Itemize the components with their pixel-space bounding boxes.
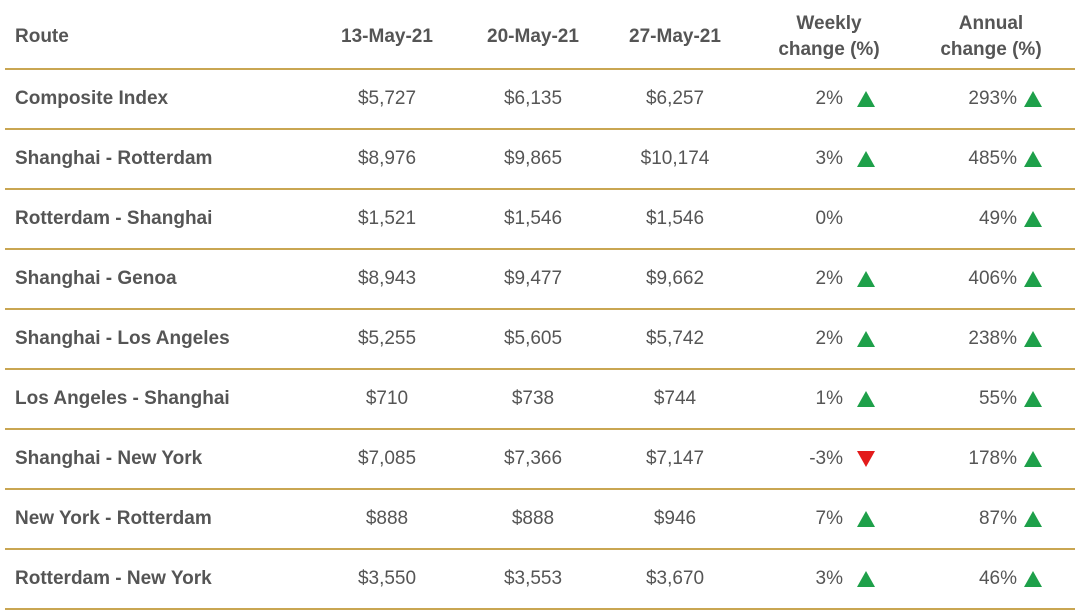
route-name: New York - Rotterdam — [15, 508, 212, 529]
up-arrow — [857, 91, 875, 107]
up-arrow — [857, 331, 875, 347]
up-arrow — [1024, 91, 1042, 107]
value-cell: $946 — [653, 508, 697, 529]
row-rule — [5, 188, 1075, 190]
value-cell: $3,550 — [357, 568, 417, 589]
value-cell: 238% — [968, 328, 1017, 349]
header-cell: 27-May-21 — [629, 26, 721, 47]
value-cell: 2% — [815, 88, 843, 109]
row-rule — [5, 608, 1075, 610]
value-cell: $1,521 — [357, 208, 417, 229]
value-cell: $5,742 — [645, 328, 705, 349]
route-name: Los Angeles - Shanghai — [15, 388, 230, 409]
up-arrow — [1024, 271, 1042, 287]
value-cell: $10,174 — [640, 148, 710, 169]
value-cell: 0% — [815, 208, 843, 229]
value-cell: $738 — [511, 388, 555, 409]
row-rule — [5, 308, 1075, 310]
value-cell: $1,546 — [503, 208, 563, 229]
value-cell: 87% — [978, 508, 1017, 529]
value-cell: 178% — [968, 448, 1017, 469]
value-cell: $710 — [365, 388, 409, 409]
value-cell: 7% — [815, 508, 843, 529]
row-rule — [5, 428, 1075, 430]
value-cell: 49% — [978, 208, 1017, 229]
value-cell: $9,865 — [503, 148, 563, 169]
value-cell: $5,727 — [357, 88, 417, 109]
value-cell: $6,135 — [503, 88, 563, 109]
up-arrow — [857, 391, 875, 407]
value-cell: $5,255 — [357, 328, 417, 349]
value-cell: $7,147 — [645, 448, 705, 469]
up-arrow — [1024, 391, 1042, 407]
value-cell: 1% — [815, 388, 843, 409]
header-cell: 20-May-21 — [487, 26, 579, 47]
route-name: Shanghai - New York — [15, 448, 203, 469]
value-cell: $888 — [511, 508, 555, 529]
value-cell: 406% — [968, 268, 1017, 289]
up-arrow — [1024, 331, 1042, 347]
value-cell: 2% — [815, 328, 843, 349]
header-cell: Weekly change (%) — [778, 13, 880, 60]
value-cell: 2% — [815, 268, 843, 289]
value-cell: $6,257 — [645, 88, 705, 109]
row-rule — [5, 128, 1075, 130]
value-cell: -3% — [809, 448, 843, 469]
value-cell: $3,670 — [645, 568, 705, 589]
header-cell: Annual change (%) — [940, 13, 1042, 60]
value-cell: $8,976 — [357, 148, 417, 169]
up-arrow — [857, 511, 875, 527]
value-cell: $3,553 — [503, 568, 563, 589]
route-name: Rotterdam - Shanghai — [15, 208, 213, 229]
up-arrow — [1024, 571, 1042, 587]
up-arrow — [1024, 451, 1042, 467]
value-cell: $5,605 — [503, 328, 563, 349]
up-arrow — [1024, 151, 1042, 167]
value-cell: 55% — [978, 388, 1017, 409]
up-arrow — [1024, 211, 1042, 227]
value-cell: $9,662 — [645, 268, 705, 289]
value-cell: 3% — [815, 148, 843, 169]
row-rule — [5, 548, 1075, 550]
value-cell: 46% — [978, 568, 1017, 589]
route-name: Shanghai - Genoa — [15, 268, 177, 289]
header-rule — [5, 68, 1075, 70]
row-rule — [5, 368, 1075, 370]
row-rule — [5, 248, 1075, 250]
up-arrow — [857, 571, 875, 587]
header-cell: 13-May-21 — [341, 26, 433, 47]
row-rule — [5, 488, 1075, 490]
route-name: Composite Index — [15, 88, 169, 109]
value-cell: 293% — [968, 88, 1017, 109]
route-name: Rotterdam - New York — [15, 568, 212, 589]
value-cell: $744 — [653, 388, 697, 409]
up-arrow — [857, 151, 875, 167]
route-name: Shanghai - Los Angeles — [15, 328, 230, 349]
route-name: Shanghai - Rotterdam — [15, 148, 213, 169]
value-cell: 485% — [968, 148, 1017, 169]
up-arrow — [1024, 511, 1042, 527]
value-cell: 3% — [815, 568, 843, 589]
value-cell: $9,477 — [503, 268, 563, 289]
value-cell: $8,943 — [357, 268, 417, 289]
value-cell: $7,085 — [357, 448, 417, 469]
value-cell: $1,546 — [645, 208, 705, 229]
up-arrow — [857, 271, 875, 287]
header-cell: Route — [15, 26, 69, 47]
value-cell: $888 — [365, 508, 409, 529]
value-cell: $7,366 — [503, 448, 563, 469]
down-arrow — [857, 451, 875, 467]
